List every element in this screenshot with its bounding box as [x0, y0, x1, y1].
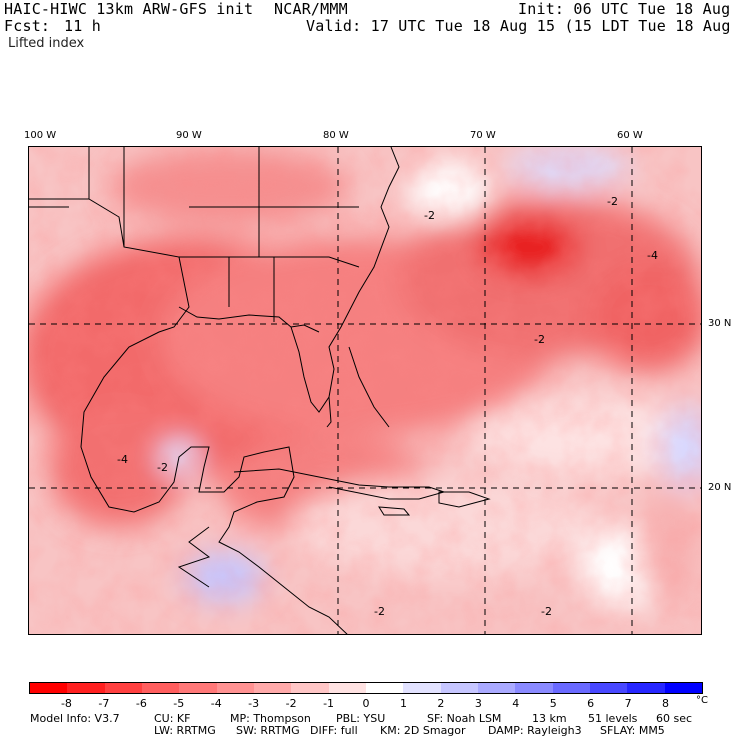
colorbar-swatch [552, 683, 590, 693]
init-time: Init: 06 UTC Tue 18 Aug 15 [518, 0, 740, 18]
model-title: HAIC-HIWC 13km ARW-GFS init [4, 0, 254, 18]
colorbar-swatch [365, 683, 404, 693]
forecast-hour: 11 h [64, 17, 101, 35]
map-canvas: -2 -4 -2 -2 -2 -2 -4 -2 [29, 147, 701, 634]
lifted-index-map: -2 -4 -2 -2 -2 -2 -4 -2 [28, 146, 702, 635]
colorbar-unit: °C [696, 695, 708, 706]
pbl-scheme: PBL: YSU [336, 712, 386, 725]
colorbar-tick-label: 3 [474, 697, 482, 710]
colorbar-swatch [328, 683, 366, 693]
colorbar-tick-label: -5 [173, 697, 185, 710]
colorbar-tick-label: -3 [248, 697, 260, 710]
lon-label: 90 W [176, 130, 202, 141]
colorbar-swatch [216, 683, 254, 693]
sflay-scheme: SFLAY: MM5 [600, 724, 665, 737]
contour-label: -2 [424, 209, 435, 222]
colorbar-swatch [67, 683, 105, 693]
contour-label: -2 [374, 605, 385, 618]
colorbar-swatch [664, 683, 702, 693]
colorbar-swatch [30, 683, 68, 693]
colorbar-tick-label: -6 [135, 697, 147, 710]
cu-scheme: CU: KF [154, 712, 191, 725]
colorbar [29, 682, 703, 694]
latlon-grid [29, 147, 701, 634]
colorbar-tick-label: 6 [587, 697, 595, 710]
mp-scheme: MP: Thompson [230, 712, 311, 725]
resolution: 13 km [532, 712, 567, 725]
model-info: Model Info: V3.7 [30, 712, 120, 725]
contour-label: -2 [157, 461, 168, 474]
contour-label: -4 [117, 453, 128, 466]
colorbar-tick-label: -1 [323, 697, 335, 710]
colorbar-tick-label: 1 [399, 697, 407, 710]
timestep: 60 sec [656, 712, 693, 725]
lon-label: 60 W [617, 130, 643, 141]
contour-label: -2 [534, 333, 545, 346]
colorbar-tick-label: 5 [549, 697, 557, 710]
colorbar-swatch [403, 683, 441, 693]
forecast-label: Fcst: [4, 17, 51, 35]
lon-label: 100 W [24, 130, 57, 141]
sw-scheme: SW: RRTMG [236, 724, 300, 737]
colorbar-swatch [589, 683, 628, 693]
colorbar-tick-label: 0 [362, 697, 370, 710]
lat-label: 20 N [708, 482, 732, 493]
levels: 51 levels [588, 712, 638, 725]
colorbar-swatch [440, 683, 478, 693]
contour-label: -2 [607, 195, 618, 208]
colorbar-swatch [515, 683, 553, 693]
colorbar-tick-label: 8 [662, 697, 670, 710]
colorbar-swatch [253, 683, 292, 693]
lat-label: 30 N [708, 318, 732, 329]
colorbar-tick-label: -8 [60, 697, 72, 710]
colorbar-swatch [179, 683, 217, 693]
sf-scheme: SF: Noah LSM [427, 712, 502, 725]
colorbar-swatch [104, 683, 142, 693]
km-scheme: KM: 2D Smagor [380, 724, 466, 737]
valid-time: Valid: 17 UTC Tue 18 Aug 15 (15 LDT Tue … [306, 17, 740, 35]
colorbar-swatch [291, 683, 329, 693]
colorbar-tick-label: 2 [437, 697, 445, 710]
lon-label: 70 W [470, 130, 496, 141]
colorbar-swatch [477, 683, 516, 693]
colorbar-swatch [141, 683, 180, 693]
lon-label: 80 W [323, 130, 349, 141]
coastlines [29, 147, 491, 634]
field-name: Lifted index [8, 36, 85, 51]
contour-labels: -2 -4 -2 -2 -2 -2 -4 -2 [117, 195, 658, 618]
diff-scheme: DIFF: full [310, 724, 358, 737]
colorbar-swatch [627, 683, 665, 693]
colorbar-tick-label: -2 [285, 697, 297, 710]
lw-scheme: LW: RRTMG [154, 724, 216, 737]
contour-label: -2 [541, 605, 552, 618]
damp-scheme: DAMP: Rayleigh3 [488, 724, 582, 737]
colorbar-tick-label: 7 [624, 697, 632, 710]
colorbar-tick-label: -4 [210, 697, 222, 710]
colorbar-tick-label: -7 [98, 697, 110, 710]
colorbar-tick-label: 4 [512, 697, 520, 710]
contour-label: -4 [647, 249, 658, 262]
org-label: NCAR/MMM [274, 0, 348, 18]
